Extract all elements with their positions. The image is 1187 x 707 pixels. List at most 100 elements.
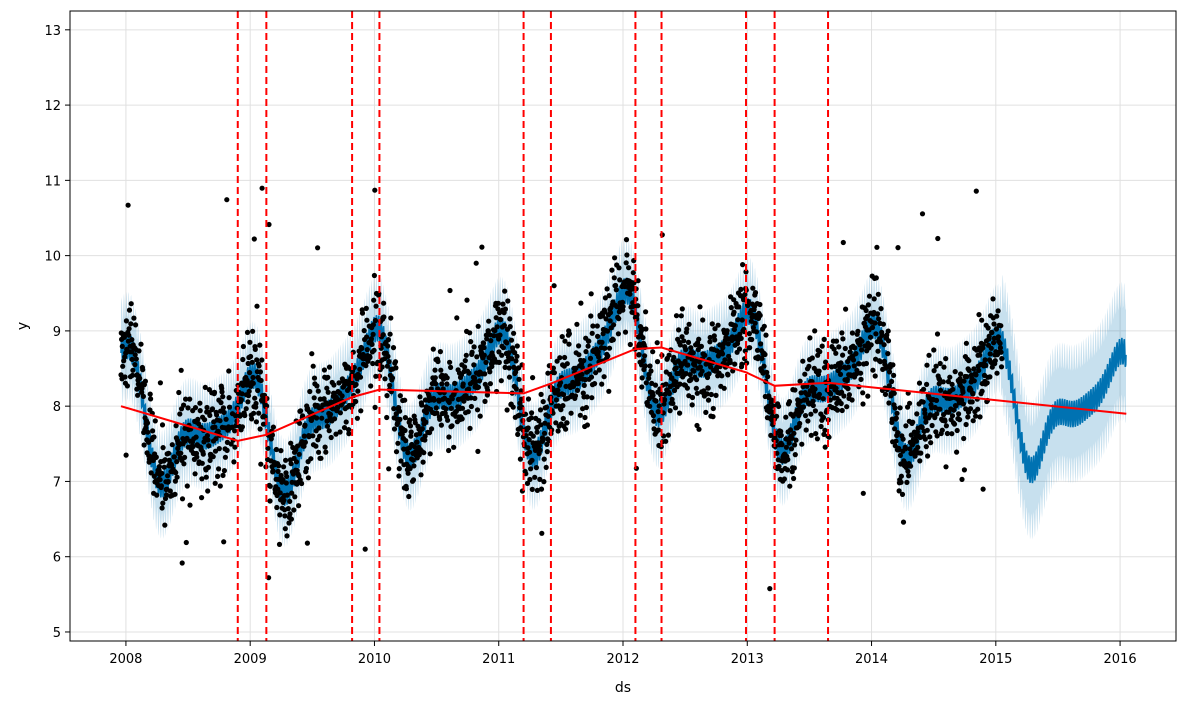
observed-point — [820, 396, 826, 402]
observed-point — [387, 331, 393, 337]
observed-point — [844, 404, 850, 410]
observed-point — [138, 341, 144, 347]
observed-point — [928, 440, 934, 446]
observed-point — [584, 394, 590, 400]
observed-point — [147, 391, 153, 397]
observed-point — [412, 444, 418, 450]
observed-point — [420, 459, 426, 465]
observed-point — [840, 336, 846, 342]
observed-point — [761, 323, 767, 329]
observed-point — [663, 381, 669, 387]
observed-point — [402, 397, 408, 403]
observed-point — [886, 400, 892, 406]
observed-point — [875, 311, 881, 317]
observed-point — [507, 316, 513, 322]
observed-point — [985, 325, 991, 331]
observed-point — [250, 328, 256, 334]
observed-point — [607, 310, 614, 316]
observed-point — [960, 389, 966, 395]
observed-point — [612, 255, 618, 261]
observed-point — [285, 506, 291, 512]
observed-point — [725, 341, 731, 347]
observed-point — [207, 457, 213, 463]
observed-point — [872, 320, 878, 326]
observed-point — [919, 211, 926, 217]
observed-point — [922, 436, 928, 442]
observed-point — [159, 505, 165, 511]
observed-point — [354, 415, 360, 421]
observed-point — [133, 356, 139, 362]
observed-point — [662, 396, 668, 403]
observed-point — [758, 341, 764, 347]
observed-point — [805, 418, 811, 424]
observed-point — [142, 378, 148, 384]
observed-point — [498, 317, 504, 323]
observed-point — [132, 362, 138, 368]
observed-point — [249, 359, 255, 365]
observed-point — [496, 359, 502, 365]
observed-point — [604, 286, 610, 292]
observed-point — [370, 360, 376, 367]
observed-point — [654, 340, 660, 346]
observed-point — [148, 396, 154, 402]
observed-point — [863, 360, 870, 367]
observed-point — [735, 317, 741, 323]
y-tick-label: 12 — [44, 99, 61, 114]
observed-point — [877, 359, 883, 365]
observed-point — [666, 390, 673, 397]
observed-point — [224, 447, 230, 453]
observed-point — [800, 358, 806, 364]
observed-point — [652, 382, 659, 388]
observed-point — [808, 411, 814, 417]
observed-point — [831, 346, 837, 352]
observed-point — [576, 376, 582, 382]
observed-point — [891, 390, 897, 396]
observed-point — [310, 363, 316, 369]
observed-point — [139, 385, 145, 391]
observed-point — [941, 364, 947, 370]
observed-point — [206, 443, 212, 449]
observed-point — [833, 350, 839, 356]
observed-point — [432, 367, 438, 373]
observed-point — [316, 449, 322, 455]
observed-point — [308, 456, 314, 462]
observed-point — [500, 345, 506, 351]
observed-point — [511, 350, 518, 356]
observed-point — [833, 338, 840, 344]
observed-point — [286, 520, 292, 526]
observed-point — [469, 349, 475, 355]
observed-point — [475, 384, 482, 390]
observed-point — [467, 425, 473, 431]
observed-point — [221, 468, 227, 474]
observed-point — [778, 432, 784, 438]
observed-point — [904, 479, 910, 485]
observed-point — [439, 381, 445, 387]
observed-point — [791, 465, 797, 471]
observed-point — [128, 349, 135, 355]
observed-point — [871, 296, 877, 302]
observed-point — [839, 389, 845, 395]
observed-point — [299, 480, 305, 487]
observed-point — [768, 432, 774, 438]
observed-point — [386, 359, 392, 365]
observed-point — [311, 395, 317, 401]
observed-point — [167, 488, 173, 494]
observed-point — [636, 352, 642, 358]
observed-point — [281, 464, 287, 470]
x-tick-label: 2014 — [855, 652, 888, 667]
observed-point — [421, 450, 427, 456]
observed-point — [172, 491, 178, 497]
observed-point — [205, 488, 211, 494]
observed-point — [605, 353, 611, 359]
observed-point — [251, 236, 257, 242]
observed-point — [451, 444, 457, 450]
observed-point — [129, 372, 136, 378]
y-tick-label: 10 — [44, 250, 61, 265]
observed-point — [897, 452, 904, 458]
observed-point — [947, 374, 953, 380]
observed-point — [426, 430, 433, 436]
observed-point — [590, 323, 596, 329]
observed-point — [998, 323, 1004, 329]
observed-point — [205, 437, 211, 443]
observed-point — [617, 277, 623, 283]
